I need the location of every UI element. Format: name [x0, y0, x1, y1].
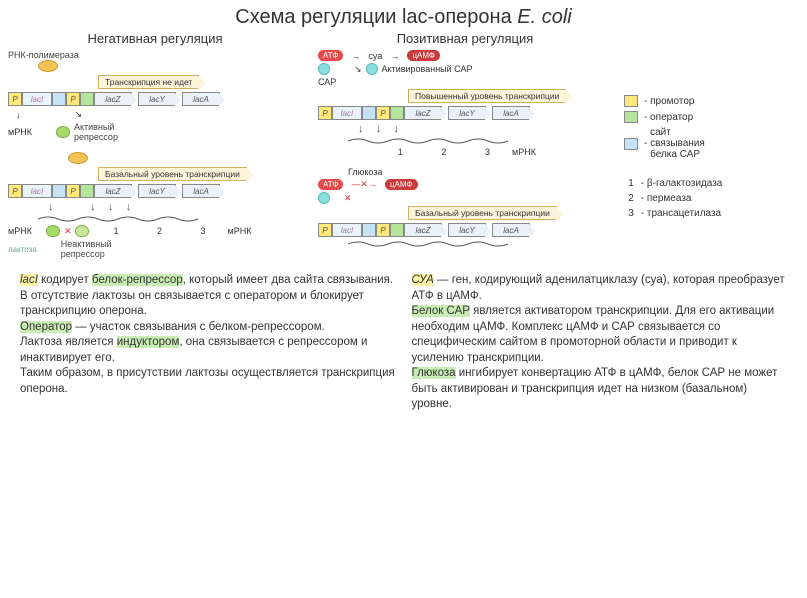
title-species: E. coli: [517, 6, 571, 28]
legend-oper: оператор: [650, 112, 693, 123]
trans-off-box: Транскрипция не идет: [98, 75, 199, 89]
neg-diagram-2: Базальный уровень транскрипции PlacIP la…: [8, 152, 302, 259]
legend: - промотор - оператор - сайт связывания …: [620, 31, 800, 269]
atp-pill: АТФ: [318, 50, 343, 61]
footer-text: lacI кодирует белок-репрессор, который и…: [0, 269, 807, 417]
operon-1: PlacIP lacZlacYlacA: [8, 91, 302, 107]
inactive-rep-label: Неактивный репрессор: [61, 239, 112, 259]
pos-subtitle: Позитивная регуляция: [318, 31, 612, 46]
camp-pill: цАМФ: [407, 50, 440, 61]
repressor-active-icon: [56, 126, 70, 138]
legend-oper-sw: [624, 111, 638, 123]
act-cap-label: Активированный САР: [382, 64, 473, 74]
trans-high-box: Повышенный уровень транскрипции: [408, 89, 566, 103]
rnap-label: РНК-полимераза: [8, 50, 302, 60]
rnap-icon-2: [68, 152, 88, 164]
neg-diagram-1: РНК-полимераза Транскрипция не идет Plac…: [8, 50, 302, 142]
pos-diagram-1: АТФ→cya→цАМФ ↘Активированный САР САР Пов…: [318, 50, 612, 157]
legend-n3: трансацетилаза: [647, 208, 721, 219]
text-right: СУА — ген, кодирующий аденилатциклазу (c…: [404, 273, 796, 413]
legend-cap-sw: [624, 138, 638, 150]
legend-capsite: сайт связывания белка САР: [650, 127, 705, 160]
mrna-1: мРНК: [8, 127, 32, 137]
glucose-label: Глюкоза: [348, 167, 382, 177]
lactose-label: лактоза: [8, 245, 37, 254]
legend-n2: пермеаза: [647, 193, 692, 204]
neg-subtitle: Негативная регуляция: [8, 31, 302, 46]
pos-diagram-2: Глюкоза АТФ—✕→цАМФ ✕ Базальный уровень т…: [318, 167, 612, 248]
cap-label: САР: [318, 77, 336, 87]
title-text: Схема регуляции lac-оперона: [235, 6, 517, 28]
rnap-icon: [38, 60, 58, 72]
legend-prom-sw: [624, 95, 638, 107]
main-title: Схема регуляции lac-оперона E. coli: [0, 0, 807, 31]
text-left: lacI кодирует белок-репрессор, который и…: [12, 273, 404, 413]
legend-n1: β-галактозидаза: [647, 178, 722, 189]
cap-icon: [318, 63, 330, 75]
legend-prom: промотор: [650, 96, 694, 107]
trans-basal-box: Базальный уровень транскрипции: [98, 167, 247, 181]
active-rep-label: Активный репрессор: [74, 122, 118, 142]
